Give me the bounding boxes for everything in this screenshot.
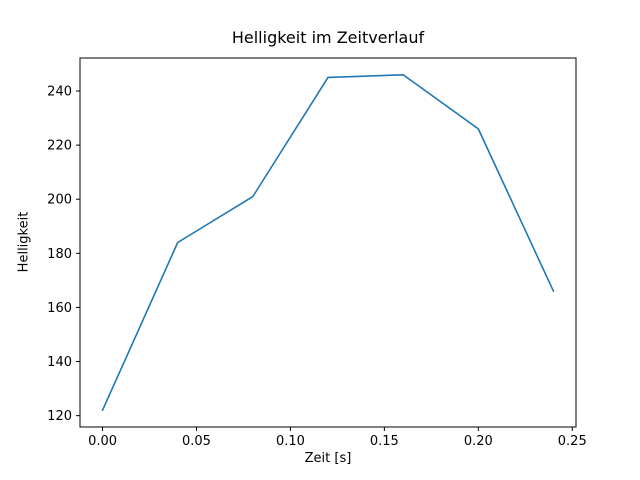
data-line-series <box>101 73 555 412</box>
y-tick-label: 200 <box>47 193 72 208</box>
x-tick-label: 0.00 <box>88 434 117 449</box>
y-tick-label: 220 <box>47 139 72 154</box>
x-tick-label: 0.20 <box>464 434 493 449</box>
x-tick-label: 0.15 <box>370 434 399 449</box>
y-tick-label: 140 <box>47 355 72 370</box>
x-tick-label: 0.10 <box>276 434 305 449</box>
x-axis-label: Zeit [s] <box>304 451 352 466</box>
plot-spines <box>79 57 577 428</box>
y-tick-label: 120 <box>47 409 72 424</box>
x-tick-label: 0.25 <box>558 434 587 449</box>
y-tick-label: 160 <box>47 301 72 316</box>
y-tick-label: 180 <box>47 247 72 262</box>
x-tick-label: 0.05 <box>182 434 211 449</box>
chart-title: Helligkeit im Zeitverlauf <box>231 28 425 47</box>
y-tick-label: 240 <box>47 85 72 100</box>
y-axis-label: Helligkeit <box>16 211 32 273</box>
